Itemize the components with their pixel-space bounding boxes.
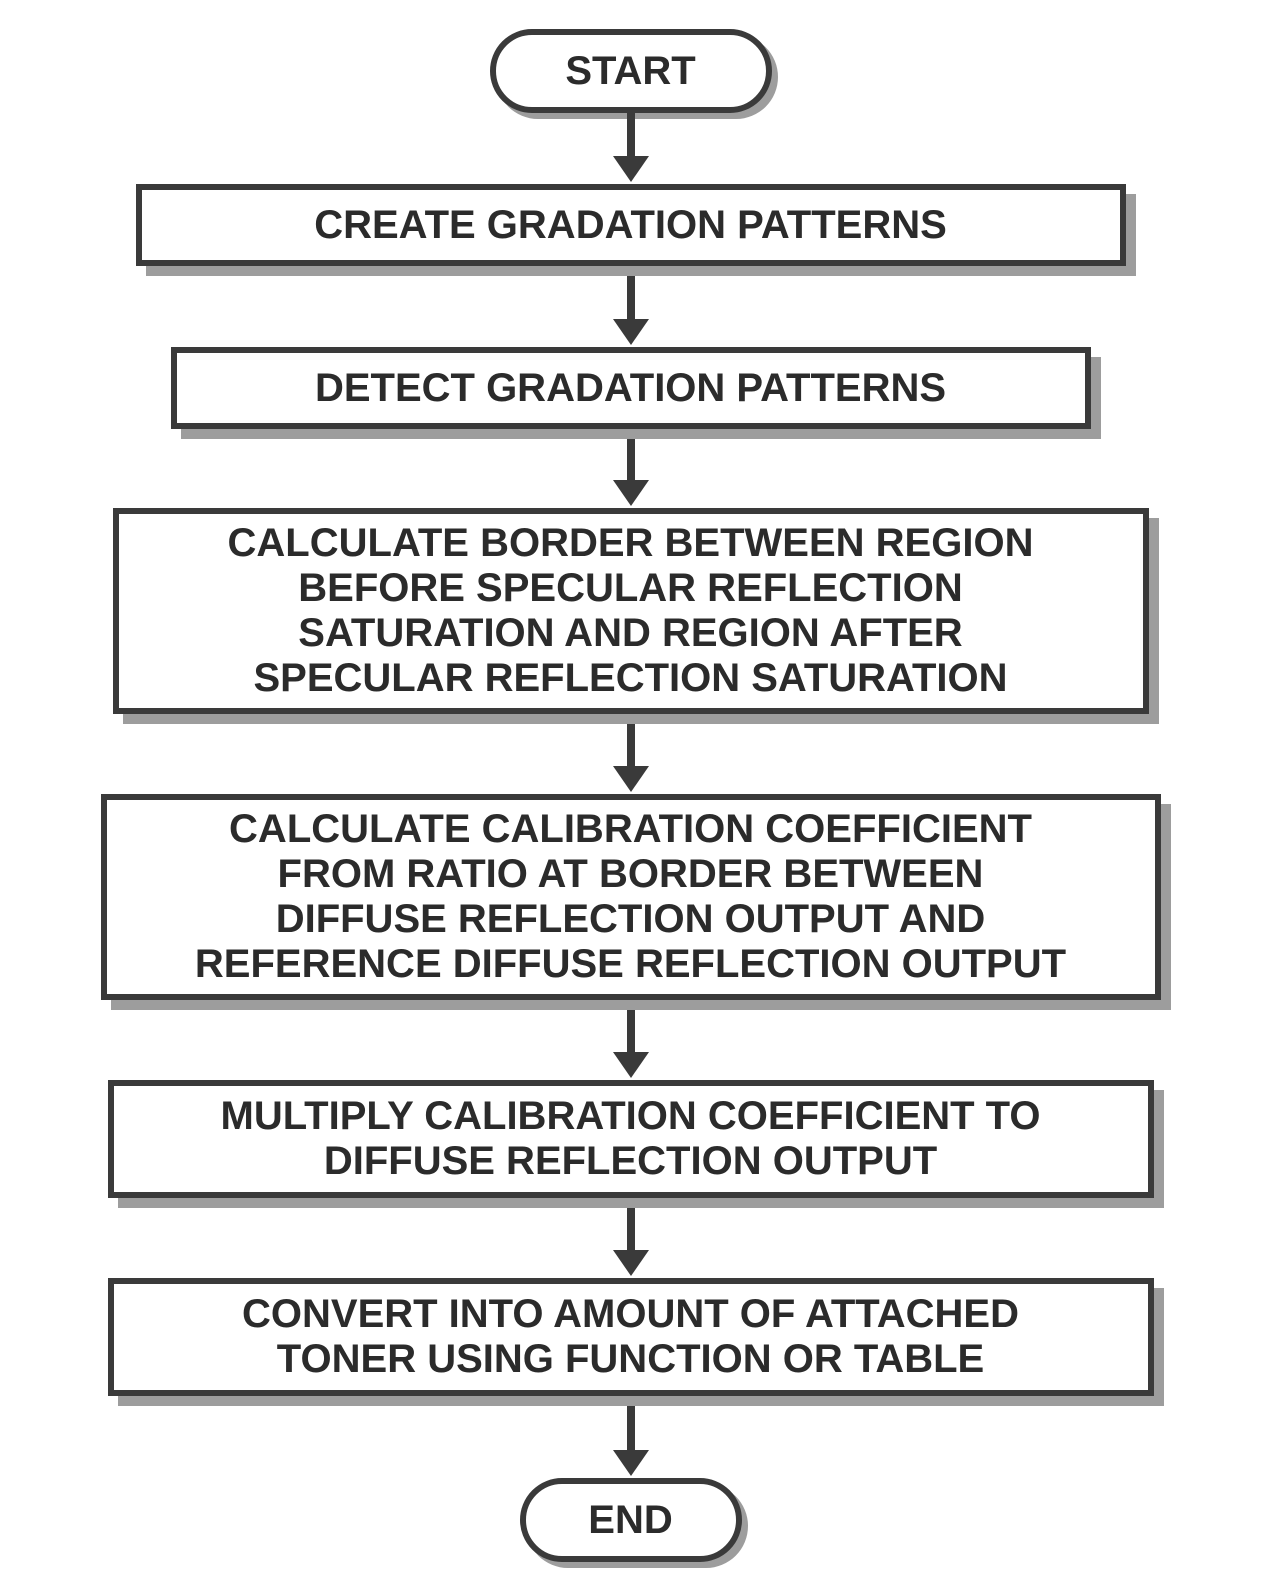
flowchart-node-end: END xyxy=(520,1478,742,1562)
arrow-head-icon xyxy=(613,319,649,345)
process-box: CONVERT INTO AMOUNT OF ATTACHEDTONER USI… xyxy=(108,1278,1154,1396)
flowchart-arrow xyxy=(613,1010,649,1078)
node-label: CALCULATE BORDER BETWEEN REGIONBEFORE SP… xyxy=(228,521,1034,700)
node-label: START xyxy=(565,49,695,94)
flowchart-arrow xyxy=(613,439,649,506)
flowchart-node-step2: DETECT GRADATION PATTERNS xyxy=(171,347,1091,429)
process-box: MULTIPLY CALIBRATION COEFFICIENT TODIFFU… xyxy=(108,1080,1154,1198)
arrow-head-icon xyxy=(613,766,649,792)
process-box: CREATE GRADATION PATTERNS xyxy=(136,184,1126,266)
flowchart-arrow xyxy=(613,113,649,182)
arrow-head-icon xyxy=(613,1250,649,1276)
flowchart-node-step6: CONVERT INTO AMOUNT OF ATTACHEDTONER USI… xyxy=(108,1278,1154,1396)
arrow-shaft xyxy=(627,276,635,320)
node-label: MULTIPLY CALIBRATION COEFFICIENT TODIFFU… xyxy=(221,1094,1041,1184)
flowchart-node-step1: CREATE GRADATION PATTERNS xyxy=(136,184,1126,266)
arrow-shaft xyxy=(627,1010,635,1053)
flowchart-canvas: START CREATE GRADATION PATTERNS DETECT GRA… xyxy=(0,0,1261,1569)
node-label: DETECT GRADATION PATTERNS xyxy=(315,366,946,411)
arrow-head-icon xyxy=(613,480,649,506)
node-label: CALCULATE CALIBRATION COEFFICIENTFROM RA… xyxy=(195,807,1066,986)
flowchart-node-start: START xyxy=(490,29,772,113)
process-box: DETECT GRADATION PATTERNS xyxy=(171,347,1091,429)
arrow-shaft xyxy=(627,113,635,157)
flowchart-node-step4: CALCULATE CALIBRATION COEFFICIENTFROM RA… xyxy=(101,794,1161,1000)
terminator-box: START xyxy=(490,29,772,113)
node-label: CREATE GRADATION PATTERNS xyxy=(314,203,947,248)
terminator-box: END xyxy=(520,1478,742,1562)
process-box: CALCULATE CALIBRATION COEFFICIENTFROM RA… xyxy=(101,794,1161,1000)
arrow-shaft xyxy=(627,1208,635,1251)
arrow-head-icon xyxy=(613,1052,649,1078)
flowchart-node-step3: CALCULATE BORDER BETWEEN REGIONBEFORE SP… xyxy=(113,508,1149,714)
arrow-head-icon xyxy=(613,1450,649,1476)
arrow-head-icon xyxy=(613,156,649,182)
flowchart-arrow xyxy=(613,276,649,345)
arrow-shaft xyxy=(627,724,635,767)
arrow-shaft xyxy=(627,1406,635,1451)
flowchart-arrow xyxy=(613,1406,649,1476)
flowchart-node-step5: MULTIPLY CALIBRATION COEFFICIENT TODIFFU… xyxy=(108,1080,1154,1198)
flowchart-arrow xyxy=(613,1208,649,1276)
flowchart-arrow xyxy=(613,724,649,792)
process-box: CALCULATE BORDER BETWEEN REGIONBEFORE SP… xyxy=(113,508,1149,714)
node-label: CONVERT INTO AMOUNT OF ATTACHEDTONER USI… xyxy=(242,1292,1019,1382)
node-label: END xyxy=(588,1498,672,1543)
arrow-shaft xyxy=(627,439,635,481)
